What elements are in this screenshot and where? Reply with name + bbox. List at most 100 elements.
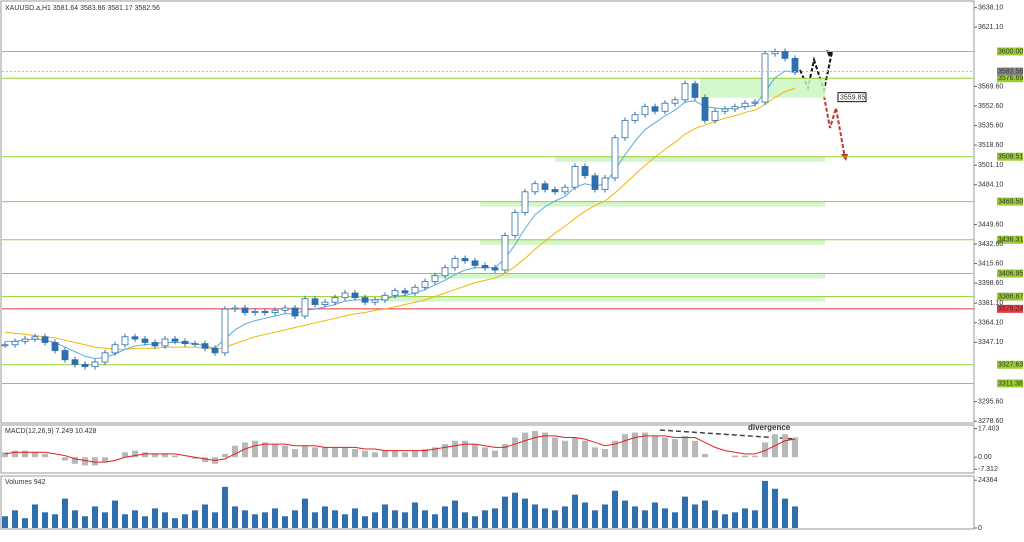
candle [281,307,289,311]
volume-bar [532,504,538,528]
volume-bar [2,516,8,528]
volume-bar [482,510,488,528]
candle [501,235,509,271]
volume-bar [622,500,628,528]
candle [451,258,459,269]
macd-bar [432,447,438,458]
volume-bar [732,512,738,528]
macd-bar [792,437,798,458]
y-tick-label: 3364.10 [978,320,1003,327]
zone [430,273,825,279]
candle [551,189,559,193]
volume-bar [222,486,228,528]
arrow-head [841,154,848,161]
candle [601,177,609,190]
candle [691,83,699,98]
macd-bar [642,432,648,458]
volume-bar [472,516,478,528]
y-tick-label: 3295.60 [978,398,1003,405]
y-tick-label: 3449.60 [978,221,1003,228]
macd-bar [62,457,68,461]
candle [361,297,369,303]
level-label: 3311.38 [998,380,1023,387]
macd-bar [372,452,378,458]
candle [41,336,49,343]
candle [91,361,99,368]
candle [391,290,399,296]
candle [521,191,529,213]
volume-bar [382,504,388,528]
macd-bar [302,445,308,458]
macd-bar [382,450,388,458]
level-label: 3406.95 [998,270,1023,277]
macd-bar [172,455,178,458]
candle [461,258,469,262]
candle [231,307,239,310]
volume-bar [762,480,768,528]
y-tick-label: 3518.60 [978,142,1003,149]
candle [431,275,439,282]
candle [761,53,769,103]
candle [301,298,309,317]
level-label: 3376.24 [998,306,1023,313]
macd-bar [252,440,258,458]
zone [555,156,825,162]
volume-bar [562,506,568,528]
macd-bar [412,450,418,458]
candle [721,108,729,112]
candle [371,299,379,303]
y-tick-label: 3398.60 [978,280,1003,287]
macd-bar [232,445,238,458]
macd-bar [392,450,398,458]
candle [421,281,429,288]
volume-bar [782,498,788,528]
volume-bar [312,512,318,528]
candle [711,110,719,121]
macd-bar [762,442,768,458]
macd-bar [572,437,578,458]
zone [480,239,825,245]
volume-bar [632,506,638,528]
volume-bar [582,502,588,528]
volume-bar [492,508,498,528]
candle [141,338,149,343]
volume-bar [62,498,68,528]
level-label: 3327.63 [998,362,1023,369]
y-tick-label: 17.403 [978,425,1000,432]
volume-panel [0,475,975,530]
zone [480,201,825,207]
y-tick-label: 3638.10 [978,4,1003,11]
macd-bar [512,437,518,458]
level-tag [997,292,1023,301]
candle [1,344,9,347]
volume-bar [772,488,778,528]
macd-bar [482,447,488,458]
volume-bar [92,506,98,528]
candle [651,106,659,112]
candle [241,307,249,313]
candle [571,166,579,188]
current-price-label: 3582.56 [998,68,1023,75]
macd-bar [732,455,738,458]
candle [61,350,69,361]
level-tag [997,47,1023,56]
candle [641,106,649,116]
candle [21,338,29,342]
macd-bar [272,444,278,458]
volume-bar [522,498,528,528]
macd-bar [652,435,658,458]
candle [261,311,269,313]
candle [411,286,419,294]
macd-bar [32,452,38,458]
volume-bar [172,518,178,528]
macd-bar [192,457,198,459]
candle [311,298,319,305]
y-tick-label: 3381.10 [978,300,1003,307]
macd-bar [342,447,348,458]
zone [380,296,825,302]
candle [751,101,759,104]
macd-bar [122,452,128,458]
candle [341,292,349,299]
volume-bar [82,516,88,528]
candle [441,267,449,277]
